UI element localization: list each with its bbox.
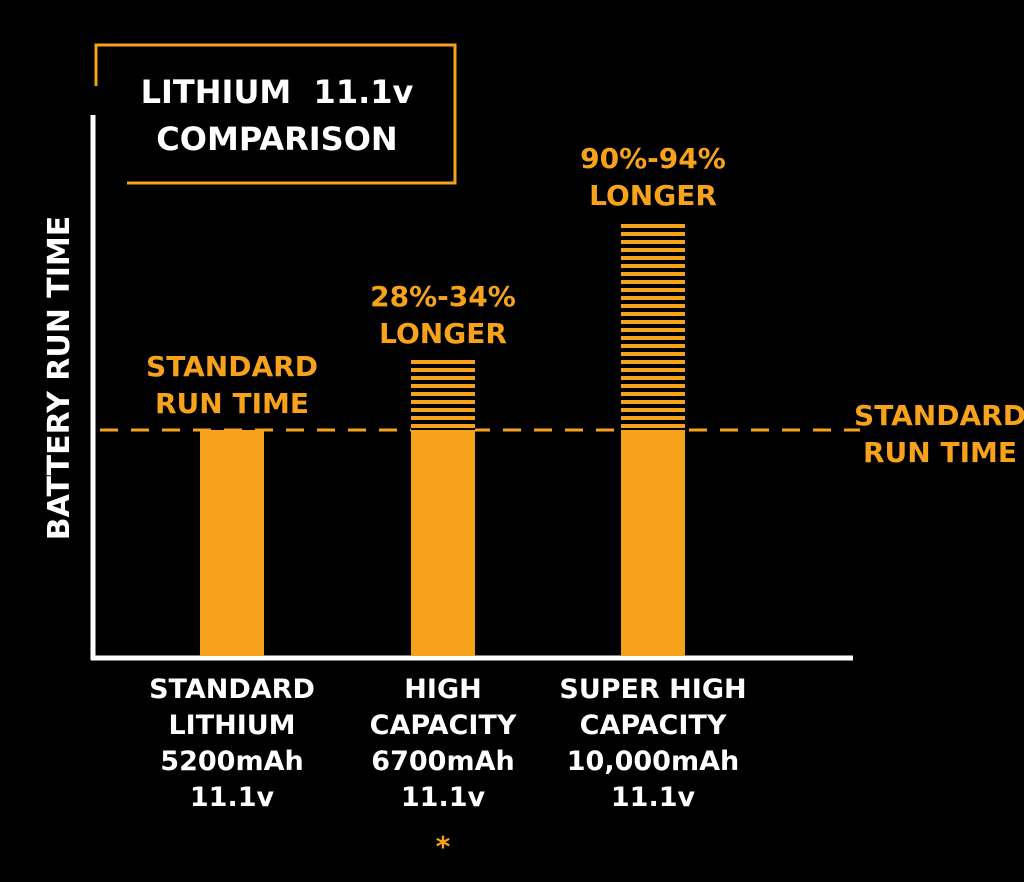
bar-group-2: 90%-94% LONGER — [580, 142, 726, 656]
category-0-line-2: LITHIUM — [168, 710, 295, 741]
category-label-0: STANDARD LITHIUM 5200mAh 11.1v — [149, 674, 315, 813]
bar-super-high-capacity-extra — [621, 222, 685, 430]
bar-label-super-line-2: LONGER — [589, 179, 717, 212]
reference-label-line-1: STANDARD — [854, 399, 1024, 432]
category-2-line-4: 11.1v — [611, 782, 696, 813]
bar-label-super-line-1: 90%-94% — [580, 142, 726, 175]
reference-label-line-2: RUN TIME — [863, 436, 1017, 469]
title-line-1: LITHIUM 11.1v — [141, 73, 414, 111]
bar-high-capacity-extra — [411, 359, 475, 430]
category-0-line-4: 11.1v — [190, 782, 275, 813]
category-2-line-2: CAPACITY — [580, 710, 727, 741]
bar-label-high-line-1: 28%-34% — [370, 280, 516, 313]
category-1-line-4: 11.1v — [401, 782, 486, 813]
bar-group-1: 28%-34% LONGER — [370, 280, 516, 656]
bar-standard-lithium — [200, 430, 264, 656]
category-label-1: HIGH CAPACITY 6700mAh 11.1v * — [370, 674, 517, 863]
bar-label-standard-line-2: RUN TIME — [155, 387, 309, 420]
category-1-line-1: HIGH — [404, 674, 481, 705]
category-1-line-2: CAPACITY — [370, 710, 517, 741]
title-line-2: COMPARISON — [156, 120, 397, 158]
category-label-2: SUPER HIGH CAPACITY 10,000mAh 11.1v — [559, 674, 746, 813]
bar-label-high-line-2: LONGER — [379, 317, 507, 350]
category-2-line-1: SUPER HIGH — [559, 674, 746, 705]
bar-group-0: STANDARD RUN TIME — [146, 350, 318, 656]
bar-label-standard-line-1: STANDARD — [146, 350, 318, 383]
footnote-asterisk: * — [436, 830, 451, 863]
y-axis-label: BATTERY RUN TIME — [42, 216, 77, 540]
bar-super-high-capacity — [621, 430, 685, 656]
category-2-line-3: 10,000mAh — [567, 746, 739, 777]
category-0-line-3: 5200mAh — [160, 746, 303, 777]
category-1-line-3: 6700mAh — [371, 746, 514, 777]
bar-high-capacity — [411, 430, 475, 656]
title-box-frame — [94, 43, 457, 185]
title-box: LITHIUM 11.1v COMPARISON — [94, 43, 457, 185]
category-0-line-1: STANDARD — [149, 674, 315, 705]
